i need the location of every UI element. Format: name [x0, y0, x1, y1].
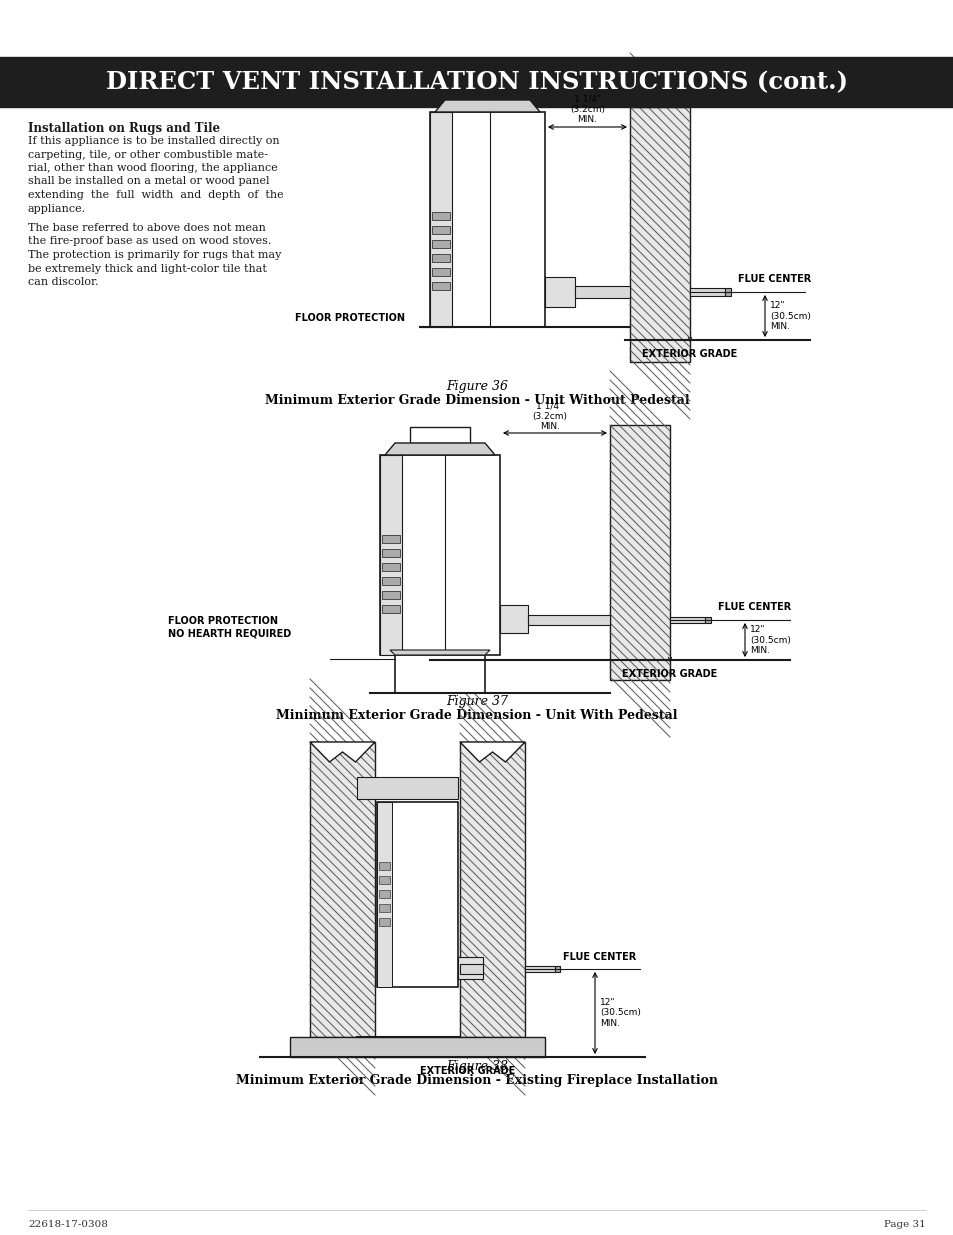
Text: the fire-proof base as used on wood stoves.: the fire-proof base as used on wood stov…: [28, 236, 271, 247]
Bar: [457, 957, 482, 979]
Text: extending  the  full  width  and  depth  of  the: extending the full width and depth of th…: [28, 190, 283, 200]
Text: 12"
(30.5cm)
MIN.: 12" (30.5cm) MIN.: [749, 625, 790, 655]
Text: EXTERIOR GRADE: EXTERIOR GRADE: [621, 669, 717, 679]
Bar: [629, 107, 689, 362]
Bar: [609, 425, 669, 680]
Bar: [432, 268, 450, 275]
Bar: [432, 240, 450, 248]
Text: FLUE CENTER: FLUE CENTER: [562, 952, 636, 962]
Bar: [381, 605, 399, 613]
Bar: [378, 904, 390, 911]
Bar: [0, 57, 953, 107]
Polygon shape: [459, 742, 524, 762]
Text: DIRECT VENT INSTALLATION INSTRUCTIONS (cont.): DIRECT VENT INSTALLATION INSTRUCTIONS (c…: [106, 70, 847, 94]
Bar: [575, 287, 629, 298]
Bar: [378, 918, 390, 926]
Text: The protection is primarily for rugs that may: The protection is primarily for rugs tha…: [28, 249, 281, 261]
Text: appliance.: appliance.: [28, 204, 86, 214]
Bar: [381, 592, 399, 599]
Bar: [724, 288, 730, 296]
Text: Figure 37: Figure 37: [446, 695, 507, 708]
Bar: [379, 454, 401, 655]
Bar: [376, 802, 457, 987]
Text: FLUE CENTER: FLUE CENTER: [718, 601, 790, 613]
Bar: [459, 742, 524, 1037]
Bar: [544, 277, 575, 308]
Bar: [378, 890, 390, 898]
Text: Installation on Rugs and Tile: Installation on Rugs and Tile: [28, 122, 220, 135]
Bar: [381, 563, 399, 571]
Text: be extremely thick and light-color tile that: be extremely thick and light-color tile …: [28, 263, 267, 273]
Text: Page 31: Page 31: [883, 1220, 925, 1229]
Text: EXTERIOR GRADE: EXTERIOR GRADE: [419, 1066, 515, 1076]
Text: Minimum Exterior Grade Dimension - Unit Without Pedestal: Minimum Exterior Grade Dimension - Unit …: [264, 394, 689, 408]
Text: can discolor.: can discolor.: [28, 277, 98, 287]
Polygon shape: [385, 443, 495, 454]
Bar: [704, 618, 710, 622]
Text: FLOOR PROTECTION
NO HEARTH REQUIRED: FLOOR PROTECTION NO HEARTH REQUIRED: [168, 615, 291, 638]
Bar: [689, 288, 724, 296]
Text: FLUE CENTER: FLUE CENTER: [738, 274, 810, 284]
Text: Minimum Exterior Grade Dimension - Existing Fireplace Installation: Minimum Exterior Grade Dimension - Exist…: [235, 1074, 718, 1087]
Text: 22618-17-0308: 22618-17-0308: [28, 1220, 108, 1229]
Bar: [432, 212, 450, 220]
Bar: [379, 454, 499, 655]
Bar: [290, 1037, 544, 1057]
Text: Figure 38: Figure 38: [446, 1060, 507, 1073]
Bar: [459, 82, 515, 100]
Bar: [499, 605, 527, 634]
Bar: [356, 777, 457, 799]
Text: rial, other than wood flooring, the appliance: rial, other than wood flooring, the appl…: [28, 163, 277, 173]
Bar: [410, 427, 470, 443]
Bar: [432, 254, 450, 262]
Text: Figure 36: Figure 36: [446, 380, 507, 393]
Bar: [310, 742, 375, 1037]
Text: FLOOR PROTECTION: FLOOR PROTECTION: [294, 312, 405, 324]
Text: EXTERIOR GRADE: EXTERIOR GRADE: [641, 350, 737, 359]
Bar: [432, 282, 450, 290]
Bar: [524, 966, 555, 972]
Text: 12"
(30.5cm)
MIN.: 12" (30.5cm) MIN.: [599, 998, 640, 1028]
Bar: [381, 577, 399, 585]
Text: shall be installed on a metal or wood panel: shall be installed on a metal or wood pa…: [28, 177, 269, 186]
Bar: [555, 966, 559, 972]
Text: 1 1/4"
(3.2cm)
MIN.: 1 1/4" (3.2cm) MIN.: [569, 94, 604, 124]
Bar: [432, 226, 450, 233]
Bar: [395, 655, 484, 693]
Bar: [669, 618, 704, 622]
Bar: [430, 112, 544, 327]
Bar: [378, 876, 390, 884]
Text: 1 1/4"
(3.2cm)
MIN.: 1 1/4" (3.2cm) MIN.: [532, 401, 567, 431]
Bar: [430, 112, 452, 327]
Bar: [376, 802, 392, 987]
Text: The base referred to above does not mean: The base referred to above does not mean: [28, 224, 266, 233]
Bar: [459, 965, 482, 974]
Text: If this appliance is to be installed directly on: If this appliance is to be installed dir…: [28, 136, 279, 146]
Bar: [381, 550, 399, 557]
Polygon shape: [390, 650, 490, 655]
Bar: [381, 535, 399, 543]
Text: Minimum Exterior Grade Dimension - Unit With Pedestal: Minimum Exterior Grade Dimension - Unit …: [276, 709, 677, 722]
Text: 12"
(30.5cm)
MIN.: 12" (30.5cm) MIN.: [769, 301, 810, 331]
Bar: [378, 862, 390, 869]
Polygon shape: [435, 100, 539, 112]
Text: carpeting, tile, or other combustible mate-: carpeting, tile, or other combustible ma…: [28, 149, 268, 159]
Bar: [527, 615, 609, 625]
Polygon shape: [310, 742, 375, 762]
